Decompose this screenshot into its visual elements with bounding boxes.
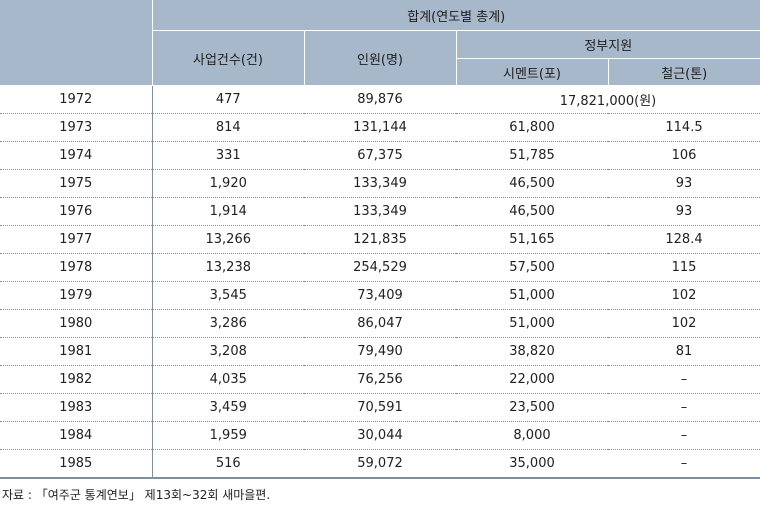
year-cell: 1985 — [0, 449, 153, 479]
projects-cell: 3,286 — [152, 309, 304, 338]
steel-cell: 115 — [608, 253, 760, 282]
personnel-cell: 133,349 — [304, 169, 456, 198]
header-personnel: 인원(명) — [304, 30, 457, 86]
personnel-cell: 59,072 — [304, 449, 456, 479]
govt-support-merged-cell: 17,821,000(원) — [456, 85, 760, 114]
year-cell: 1973 — [0, 113, 153, 142]
projects-cell: 516 — [152, 449, 304, 479]
year-cell: 1976 — [0, 197, 153, 226]
projects-cell: 1,920 — [152, 169, 304, 198]
cement-cell: 61,800 — [456, 113, 608, 142]
header-steel: 철근(톤) — [608, 58, 760, 86]
year-cell: 1979 — [0, 281, 153, 310]
year-cell: 1974 — [0, 141, 153, 170]
table-row: 1980 3,286 86,047 51,000 102 — [0, 309, 760, 338]
year-cell: 1975 — [0, 169, 153, 198]
table-row: 1979 3,545 73,409 51,000 102 — [0, 281, 760, 310]
table-row: 1983 3,459 70,591 23,500 – — [0, 393, 760, 422]
cement-cell: 51,000 — [456, 281, 608, 310]
table-row: 1977 13,266 121,835 51,165 128.4 — [0, 225, 760, 254]
projects-cell: 3,459 — [152, 393, 304, 422]
table-row: 1982 4,035 76,256 22,000 – — [0, 365, 760, 394]
projects-cell: 1,914 — [152, 197, 304, 226]
cement-cell: 51,165 — [456, 225, 608, 254]
projects-cell: 13,238 — [152, 253, 304, 282]
cement-cell: 57,500 — [456, 253, 608, 282]
projects-cell: 3,208 — [152, 337, 304, 366]
projects-cell: 4,035 — [152, 365, 304, 394]
cement-cell: 46,500 — [456, 169, 608, 198]
projects-cell: 3,545 — [152, 281, 304, 310]
header-cement: 시멘트(포) — [456, 58, 609, 86]
header-total: 합계(연도별 총계) — [152, 0, 760, 31]
projects-cell: 814 — [152, 113, 304, 142]
steel-cell: 102 — [608, 281, 760, 310]
steel-cell: – — [608, 421, 760, 450]
table-row: 1978 13,238 254,529 57,500 115 — [0, 253, 760, 282]
table-row: 1975 1,920 133,349 46,500 93 — [0, 169, 760, 198]
table-row: 1984 1,959 30,044 8,000 – — [0, 421, 760, 450]
personnel-cell: 76,256 — [304, 365, 456, 394]
steel-cell: 128.4 — [608, 225, 760, 254]
projects-cell: 1,959 — [152, 421, 304, 450]
personnel-cell: 73,409 — [304, 281, 456, 310]
cement-cell: 8,000 — [456, 421, 608, 450]
personnel-cell: 133,349 — [304, 197, 456, 226]
steel-cell: 93 — [608, 169, 760, 198]
table-row: 1981 3,208 79,490 38,820 81 — [0, 337, 760, 366]
year-cell: 1977 — [0, 225, 153, 254]
cement-cell: 22,000 — [456, 365, 608, 394]
year-cell: 1981 — [0, 337, 153, 366]
steel-cell: 102 — [608, 309, 760, 338]
projects-cell: 13,266 — [152, 225, 304, 254]
corner-header-cell — [0, 0, 153, 86]
source-note: 자료 : 「여주군 통계연보」 제13회~32회 새마을편. — [2, 488, 271, 502]
year-cell: 1980 — [0, 309, 153, 338]
year-cell: 1984 — [0, 421, 153, 450]
personnel-cell: 121,835 — [304, 225, 456, 254]
steel-cell: 93 — [608, 197, 760, 226]
year-cell: 1978 — [0, 253, 153, 282]
year-cell: 1982 — [0, 365, 153, 394]
table-row: 1972 477 89,876 17,821,000(원) — [0, 85, 760, 114]
steel-cell: 114.5 — [608, 113, 760, 142]
personnel-cell: 131,144 — [304, 113, 456, 142]
steel-cell: 81 — [608, 337, 760, 366]
personnel-cell: 89,876 — [304, 85, 456, 114]
personnel-cell: 79,490 — [304, 337, 456, 366]
steel-cell: – — [608, 393, 760, 422]
header-govt-support: 정부지원 — [456, 30, 760, 59]
personnel-cell: 70,591 — [304, 393, 456, 422]
steel-cell: 106 — [608, 141, 760, 170]
personnel-cell: 30,044 — [304, 421, 456, 450]
cement-cell: 51,785 — [456, 141, 608, 170]
personnel-cell: 86,047 — [304, 309, 456, 338]
year-cell: 1972 — [0, 85, 153, 114]
cement-cell: 38,820 — [456, 337, 608, 366]
table-row: 1976 1,914 133,349 46,500 93 — [0, 197, 760, 226]
cement-cell: 46,500 — [456, 197, 608, 226]
table-row: 1973 814 131,144 61,800 114.5 — [0, 113, 760, 142]
header-project-count: 사업건수(건) — [152, 30, 305, 86]
cement-cell: 23,500 — [456, 393, 608, 422]
cement-cell: 35,000 — [456, 449, 608, 479]
steel-cell: – — [608, 365, 760, 394]
personnel-cell: 254,529 — [304, 253, 456, 282]
table-row: 1974 331 67,375 51,785 106 — [0, 141, 760, 170]
projects-cell: 331 — [152, 141, 304, 170]
projects-cell: 477 — [152, 85, 304, 114]
statistics-table: 합계(연도별 총계) 사업건수(건) 인원(명) 정부지원 시멘트(포) 철근(… — [0, 0, 760, 479]
table-row: 1985 516 59,072 35,000 – — [0, 449, 760, 479]
steel-cell: – — [608, 449, 760, 479]
personnel-cell: 67,375 — [304, 141, 456, 170]
year-cell: 1983 — [0, 393, 153, 422]
cement-cell: 51,000 — [456, 309, 608, 338]
